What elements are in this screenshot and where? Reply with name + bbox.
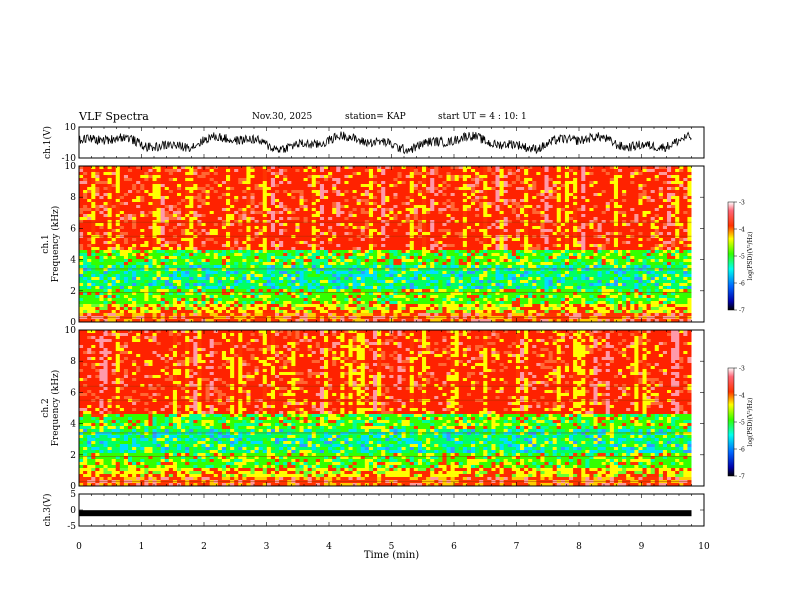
xtick-0: 0 [76,542,82,552]
ytick-ch2-spectrogram-5: 10 [65,326,77,336]
ytick-ch1-spectrogram-4: 8 [70,193,76,203]
xtick-8: 8 [576,542,582,552]
start-time-label: start UT = 4 : 10: 1 [438,112,527,122]
xtick-5: 5 [389,542,395,552]
ytick-ch1-spectrogram-5: 10 [65,162,77,172]
colorbar-2-tick-1: -4 [739,393,745,400]
colorbar-2-tick-0: -3 [739,366,745,373]
xtick-3: 3 [264,542,270,552]
colorbar-1 [727,201,735,311]
ytick-ch1-spectrogram-3: 6 [70,224,76,234]
ylabel-ch3-waveform: ch.3(V) [42,494,53,527]
ylabel-ch1-spectrogram: Frequency (kHz) [50,206,61,283]
chart-title: VLF Spectra [79,110,149,123]
spectrogram-2-cells [79,330,704,487]
date-label: Nov.30, 2025 [252,112,313,122]
ytick-ch1-waveform-0: 10 [65,123,77,133]
colorbar-1-tick-3: -6 [739,281,745,288]
ytick-ch2-spectrogram-2: 4 [70,420,76,430]
ytick-ch2-spectrogram-3: 6 [70,388,76,398]
ytick-ch3-waveform-1: 0 [70,506,76,516]
ytick-ch1-spectrogram-1: 2 [70,287,76,297]
colorbar-2-tick-3: -6 [739,447,745,454]
x-axis-label: Time (min) [364,550,419,561]
ytick-ch1-spectrogram-2: 4 [70,256,76,266]
colorbar-1-tick-0: -3 [739,200,745,207]
xtick-1: 1 [139,542,145,552]
colorbar-1-tick-1: -4 [739,227,745,234]
ytick-ch2-spectrogram-0: 0 [70,482,76,492]
ytick-ch2-spectrogram-1: 2 [70,451,76,461]
colorbar-2 [727,367,735,477]
ylabel-ch2-spectrogram: Frequency (kHz) [50,370,61,447]
xtick-9: 9 [639,542,645,552]
colorbar-1-tick-4: -7 [739,308,745,315]
colorbar-2-tick-2: -5 [739,420,745,427]
station-label: station= KAP [345,112,406,122]
ytick-ch3-waveform-0: 5 [70,490,76,500]
ytick-ch1-waveform-1: -10 [62,154,77,164]
colorbar-1-label: log(PSD)(V²/Hz) [747,232,754,281]
ylabel-ch2-spectrogram-channel: ch.2 [41,398,51,417]
ylabel-ch1-spectrogram-channel: ch.1 [41,234,51,253]
colorbar-1-tick-2: -5 [739,254,745,261]
ytick-ch2-spectrogram-4: 8 [70,357,76,367]
xtick-10: 10 [698,542,710,552]
ytick-ch1-spectrogram-0: 0 [70,318,76,328]
panel-frame-ch3-waveform [78,493,705,527]
colorbar-2-label: log(PSD)(V²/Hz) [747,398,754,447]
ch3-waveform-line [79,510,692,517]
spectrogram-1-cells [79,166,704,323]
xtick-4: 4 [326,542,332,552]
ytick-ch3-waveform-2: -5 [67,522,76,532]
xtick-7: 7 [514,542,520,552]
ch1-waveform-line [78,131,692,155]
xtick-6: 6 [451,542,457,552]
panel-frame-ch1-waveform [78,126,705,159]
ylabel-ch1-waveform: ch.1(V) [42,126,53,159]
xtick-2: 2 [201,542,207,552]
colorbar-2-tick-4: -7 [739,474,745,481]
